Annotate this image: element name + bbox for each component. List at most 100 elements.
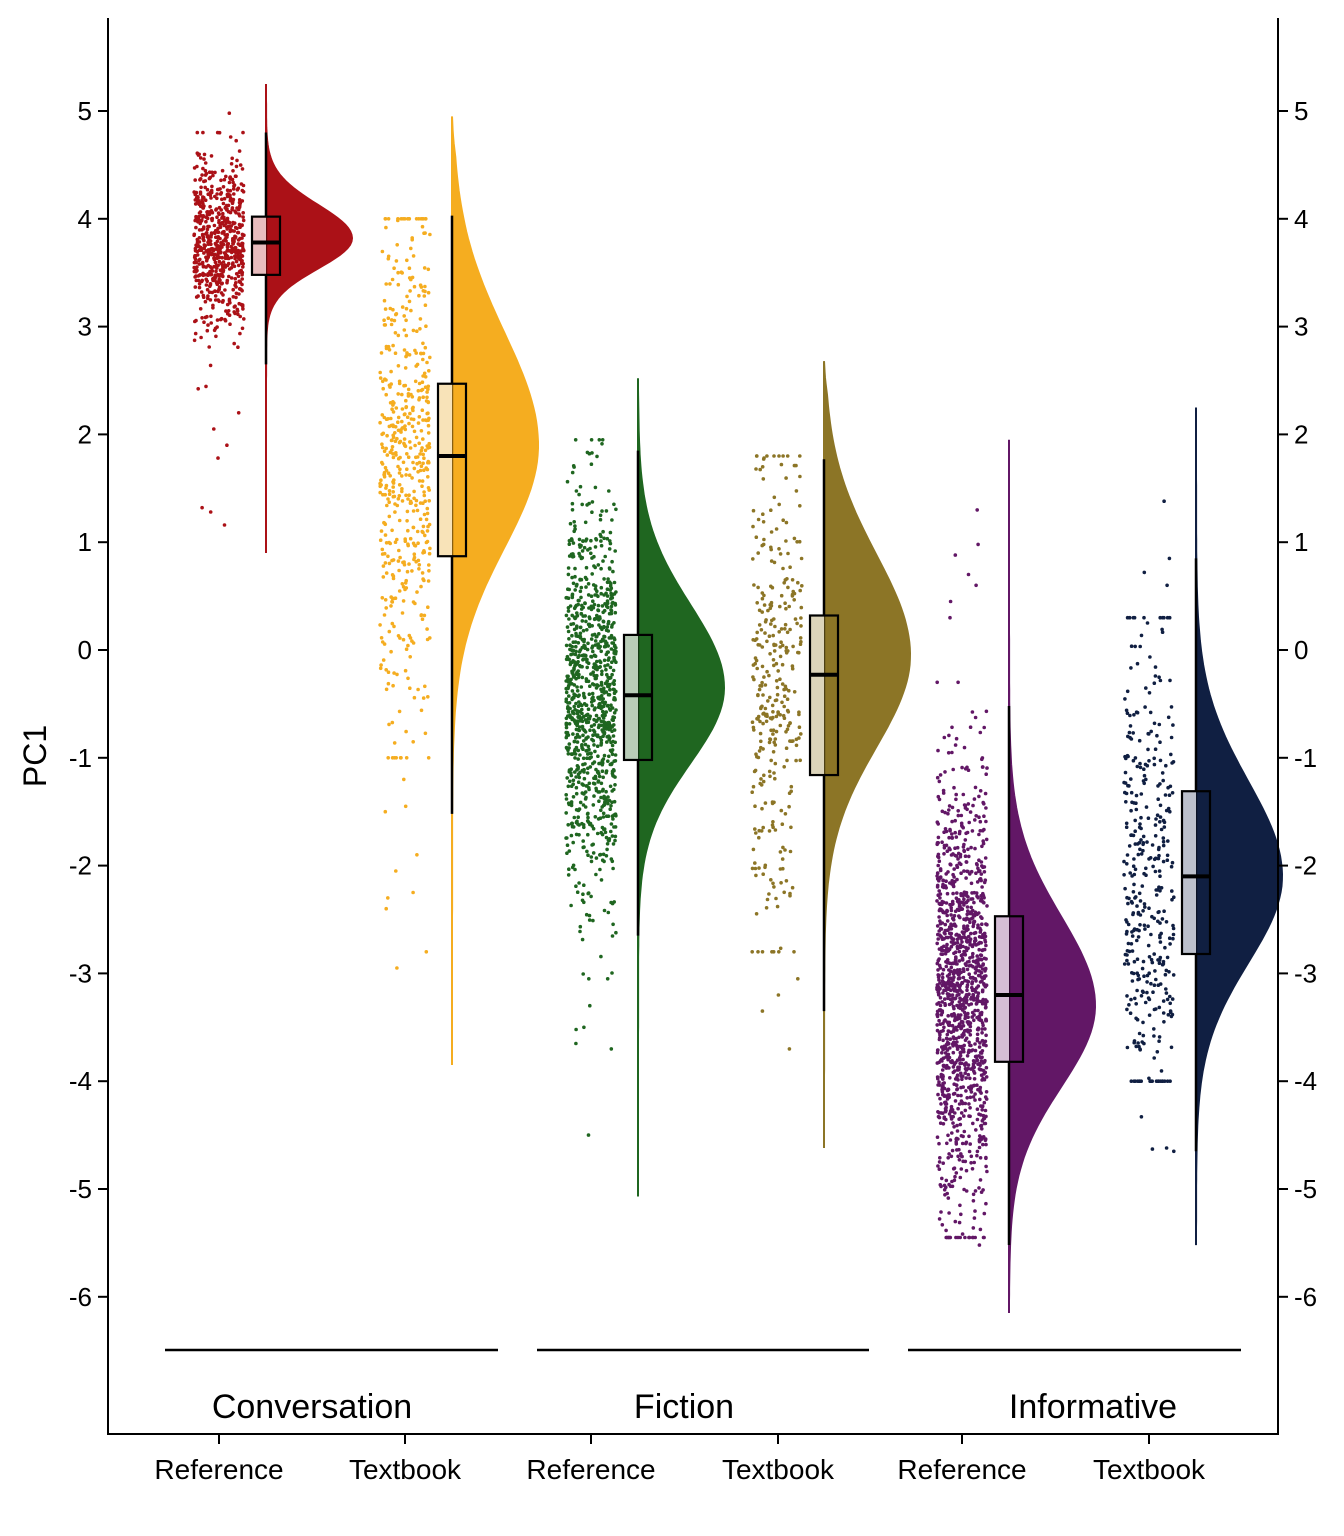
- data-point: [408, 446, 413, 450]
- data-point: [959, 862, 963, 867]
- data-point: [937, 1160, 942, 1164]
- data-point: [242, 317, 246, 321]
- data-point: [607, 656, 611, 660]
- data-point: [792, 690, 797, 694]
- data-point: [947, 1211, 951, 1215]
- data-point: [595, 613, 599, 618]
- data-point: [965, 1096, 969, 1100]
- data-point: [594, 872, 598, 877]
- data-point: [961, 975, 966, 980]
- data-point: [1158, 758, 1163, 763]
- data-point: [402, 348, 407, 352]
- data-point-outlier: [424, 950, 429, 954]
- data-point: [1158, 933, 1162, 938]
- data-point: [421, 357, 425, 362]
- data-point: [593, 663, 598, 667]
- data-point: [568, 779, 572, 784]
- data-point: [234, 138, 238, 143]
- data-point: [396, 415, 401, 420]
- data-point: [584, 657, 588, 662]
- data-point: [1169, 735, 1174, 740]
- data-point: [608, 588, 612, 592]
- data-point: [382, 318, 386, 323]
- data-point: [1132, 1079, 1136, 1083]
- data-point: [411, 600, 416, 604]
- data-point-outlier: [776, 993, 781, 997]
- data-point: [787, 604, 791, 609]
- data-point: [767, 892, 771, 896]
- data-point: [214, 334, 218, 339]
- data-point: [386, 554, 390, 559]
- data-point: [1154, 817, 1158, 821]
- data-point: [979, 872, 984, 876]
- density-half-violin: [823, 361, 912, 1149]
- x-tick-label: Textbook: [349, 1454, 462, 1485]
- data-point: [937, 1141, 941, 1146]
- data-point: [1143, 1000, 1148, 1005]
- data-point: [756, 693, 760, 697]
- data-point: [955, 891, 959, 895]
- data-point: [607, 611, 612, 616]
- data-point: [771, 710, 775, 714]
- data-point: [955, 1087, 959, 1092]
- data-point: [1152, 916, 1156, 921]
- data-point: [586, 744, 591, 749]
- data-point: [958, 945, 963, 950]
- data-point: [583, 644, 587, 648]
- data-point: [940, 902, 944, 907]
- data-point: [406, 643, 410, 648]
- data-point: [1135, 971, 1139, 975]
- data-point: [954, 1017, 959, 1022]
- data-point: [937, 1167, 942, 1171]
- data-point: [416, 421, 421, 425]
- data-point: [408, 440, 412, 444]
- data-point: [209, 272, 214, 277]
- data-point: [1157, 853, 1161, 858]
- data-point: [217, 212, 221, 217]
- data-point: [598, 665, 602, 669]
- data-point: [420, 479, 425, 483]
- data-point: [760, 680, 764, 685]
- data-point: [957, 959, 962, 963]
- data-point: [938, 875, 943, 879]
- data-point: [751, 663, 756, 667]
- data-point: [386, 670, 391, 674]
- data-point: [973, 936, 977, 941]
- data-point: [422, 294, 427, 298]
- data-point: [594, 713, 599, 718]
- y-tick-label-right: 0: [1294, 635, 1308, 665]
- data-point: [203, 273, 207, 277]
- data-point: [213, 260, 218, 265]
- data-point: [221, 239, 226, 243]
- data-point: [953, 853, 957, 858]
- data-point: [577, 598, 581, 603]
- data-point: [205, 314, 209, 319]
- data-point: [418, 468, 423, 473]
- data-point: [564, 643, 569, 648]
- data-point: [1158, 955, 1163, 960]
- data-point: [963, 1159, 968, 1164]
- data-point: [225, 278, 230, 283]
- data-point: [592, 782, 597, 786]
- data-point: [570, 593, 575, 598]
- group-label: Informative: [1009, 1388, 1177, 1426]
- data-point: [1137, 841, 1142, 845]
- data-point: [1123, 952, 1128, 957]
- data-point: [584, 577, 589, 581]
- data-point: [593, 617, 597, 621]
- data-point: [1158, 740, 1162, 744]
- data-point: [422, 578, 426, 583]
- data-point: [1148, 856, 1153, 860]
- data-point: [943, 810, 947, 815]
- data-point: [982, 1116, 987, 1121]
- y-tick-label-left: 4: [78, 204, 92, 234]
- data-point: [378, 420, 382, 425]
- data-point: [1158, 615, 1162, 620]
- data-point: [781, 566, 785, 571]
- data-point: [426, 486, 431, 490]
- data-point: [962, 1187, 966, 1192]
- data-point: [1134, 1044, 1138, 1049]
- data-point: [1161, 818, 1166, 823]
- data-point: [939, 1058, 943, 1063]
- data-point: [595, 659, 599, 664]
